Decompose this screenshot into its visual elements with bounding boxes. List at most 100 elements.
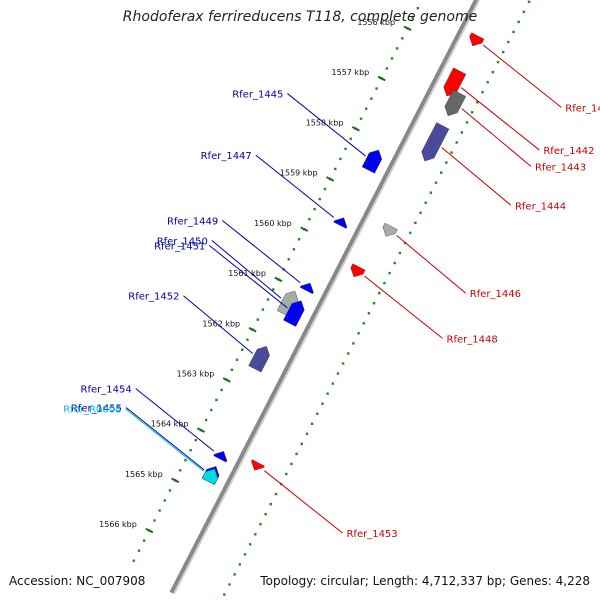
- tick-dot: [261, 308, 265, 311]
- tick-dot: [491, 70, 495, 74]
- gene-arrow-rfer_1453[interactable]: [251, 459, 265, 471]
- gene-label-rfer_1451[interactable]: Rfer_1451: [154, 242, 205, 253]
- tick-dot: [254, 533, 257, 536]
- backbone-highlight: [173, 0, 481, 595]
- gene-arrow-rfer_1454[interactable]: [213, 451, 228, 463]
- tick-dot: [370, 97, 373, 100]
- tick-dot: [334, 167, 337, 171]
- gene-label-rfer_1441[interactable]: Rfer_1441: [565, 103, 600, 114]
- tick-dot: [233, 573, 236, 576]
- gene-label-rfer_1443[interactable]: Rfer_1443: [535, 162, 586, 173]
- tick-dot: [378, 291, 381, 295]
- tick-dot: [501, 50, 505, 54]
- tick-dot: [372, 302, 376, 305]
- gene-labels-layer: Rfer_1441 Rfer_1442 Rfer_1443 Rfer_1444 Rfer…: [63, 44, 600, 540]
- tick-dot: [352, 342, 355, 345]
- tick-dot: [321, 402, 324, 405]
- genome-title: Rhodoferax ferrireducens T118, complete …: [122, 9, 478, 25]
- tick-dot: [316, 412, 319, 415]
- tick-dot: [292, 248, 296, 251]
- gene-label-rfer_1445[interactable]: Rfer_1445: [232, 90, 283, 101]
- gene-label-rfer_1450[interactable]: Rfer_1450: [157, 236, 208, 247]
- tick-dot: [308, 217, 311, 221]
- tick-dot: [305, 432, 309, 436]
- tick-dot: [274, 492, 278, 496]
- tick-dot: [470, 111, 474, 114]
- tick-dot: [375, 87, 378, 90]
- tick-dot: [414, 221, 417, 225]
- gene-label-rfer_1442[interactable]: Rfer_1442: [543, 146, 594, 157]
- tick-dot: [323, 187, 327, 191]
- gene-leader-line: [211, 240, 282, 299]
- gene-arrow-rfer_1449[interactable]: [299, 282, 314, 295]
- gene-label-rfer_1446[interactable]: Rfer_1446: [470, 289, 521, 300]
- gene-label-rfer_1447[interactable]: Rfer_1447: [201, 151, 252, 162]
- tick-dot: [238, 563, 242, 566]
- tick-dot: [359, 117, 363, 120]
- tick-dot: [241, 348, 244, 351]
- scale-tick: [196, 427, 205, 433]
- gene-arrow-rfer_1448[interactable]: [350, 263, 366, 278]
- tick-dot: [310, 422, 314, 425]
- gene-leader-line: [208, 245, 288, 309]
- tick-dot: [142, 539, 146, 542]
- scale-tick-label: 1566 kbp: [99, 520, 137, 529]
- gene-arrow-rfer_1441[interactable]: [469, 32, 485, 47]
- accession-text: Accession: NC_007908: [9, 574, 146, 588]
- gene-arrow-rfer_1447[interactable]: [333, 217, 348, 229]
- tick-dot: [295, 452, 298, 456]
- tick-dot: [285, 472, 288, 476]
- tick-dot: [496, 60, 500, 64]
- gene-leader-line: [255, 154, 335, 218]
- gene-arrow-rfer_1442[interactable]: [443, 67, 467, 97]
- gene-arrow-rfer_r0008[interactable]: [201, 468, 219, 485]
- gene-arrow-rfer_1444[interactable]: [421, 122, 450, 162]
- tick-dot: [460, 131, 464, 134]
- gene-arrow-rfer_1443[interactable]: [444, 89, 467, 117]
- tick-dot: [228, 583, 231, 586]
- scale-tick: [351, 126, 360, 132]
- tick-dot: [168, 489, 172, 492]
- scale-tick-label: 1560 kbp: [254, 219, 292, 228]
- scale-tick-label: 1556 kbp: [357, 18, 395, 27]
- gene-arrow-rfer_1446[interactable]: [382, 222, 398, 237]
- tick-dot: [290, 462, 293, 466]
- tick-dot: [481, 91, 484, 94]
- tick-dot: [401, 37, 404, 40]
- tick-dot: [476, 101, 479, 104]
- gene-label-rfer_1454[interactable]: Rfer_1454: [81, 385, 132, 396]
- tick-dot: [357, 332, 360, 335]
- tick-dot: [210, 408, 213, 412]
- tick-dot: [364, 107, 368, 110]
- tick-dot: [522, 10, 526, 14]
- gene-label-rfer_1455[interactable]: Rfer_1455: [71, 403, 122, 414]
- tick-dot: [318, 197, 321, 201]
- tick-dot: [158, 509, 161, 512]
- tick-dot: [440, 171, 443, 174]
- tick-dot: [393, 261, 396, 265]
- tick-dot: [246, 338, 249, 341]
- tick-dot: [300, 442, 303, 446]
- tick-dot: [194, 438, 197, 442]
- tick-dot: [450, 151, 453, 154]
- gene-label-rfer_1448[interactable]: Rfer_1448: [447, 334, 498, 345]
- scale-tick-label: 1565 kbp: [125, 470, 163, 479]
- gene-label-rfer_1449[interactable]: Rfer_1449: [167, 216, 218, 227]
- gene-label-rfer_1444[interactable]: Rfer_1444: [515, 201, 566, 212]
- gene-arrow-rfer_1452[interactable]: [248, 346, 270, 373]
- tick-dot: [163, 499, 166, 502]
- gene-arrow-rfer_1445[interactable]: [361, 149, 383, 174]
- tick-dot: [264, 512, 267, 516]
- gene-leader-line: [461, 108, 532, 167]
- tick-dot: [287, 258, 290, 261]
- gene-arrow-rfer_1451[interactable]: [283, 300, 305, 327]
- tick-dot: [416, 7, 420, 10]
- gene-label-rfer_1453[interactable]: Rfer_1453: [346, 529, 397, 540]
- tick-dot: [220, 388, 223, 392]
- gene-leader-line: [183, 295, 254, 354]
- gene-label-rfer_1452[interactable]: Rfer_1452: [128, 292, 179, 303]
- gene-label-rfer_r0008[interactable]: Rfer_R0008: [63, 405, 121, 416]
- gene-leader-line: [364, 275, 443, 339]
